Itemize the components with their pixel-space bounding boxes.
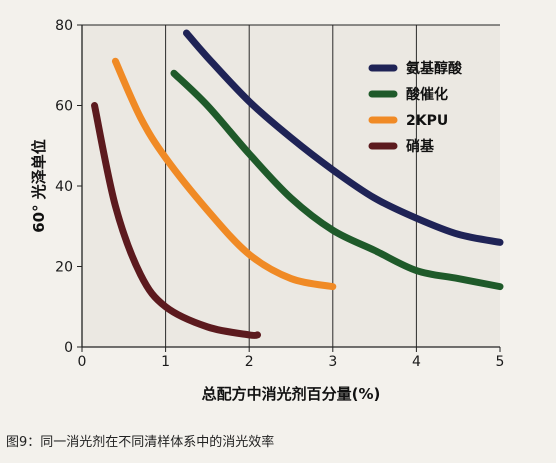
- y-tick-label: 40: [55, 179, 73, 195]
- series-layer: [91, 29, 504, 340]
- figure-caption: 图9：同一消光剂在不同清样体系中的消光效率: [6, 435, 275, 450]
- x-tick-label: 1: [161, 354, 170, 370]
- x-tick-label: 4: [412, 354, 421, 370]
- y-tick-label: 80: [55, 18, 73, 34]
- series-line-1: [183, 29, 504, 246]
- legend-label-3: 2KPU: [406, 113, 448, 129]
- series-line-3: [111, 57, 337, 291]
- x-tick-label: 5: [496, 354, 505, 370]
- legend-label-2: 酸催化: [406, 86, 448, 103]
- x-tick-label: 3: [328, 354, 337, 370]
- x-axis-title: 总配方中消光剂百分量(%): [202, 385, 381, 403]
- legend-label-4: 硝基: [406, 138, 435, 155]
- y-tick-label: 60: [55, 99, 73, 115]
- axes-layer: 0 1 2 3 4 5 0 20 40 60 80: [55, 18, 504, 370]
- series-line-4: [91, 102, 262, 340]
- y-tick-label: 20: [55, 260, 73, 276]
- series-line-2: [170, 69, 504, 291]
- x-tick-label: 2: [245, 354, 254, 370]
- legend-label-1: 氨基醇酸: [406, 60, 463, 77]
- grid-layer: [165, 25, 417, 347]
- y-tick-label: 0: [64, 340, 73, 356]
- x-tick-label: 0: [78, 354, 87, 370]
- y-axis-title: 60° 光泽单位: [30, 139, 48, 233]
